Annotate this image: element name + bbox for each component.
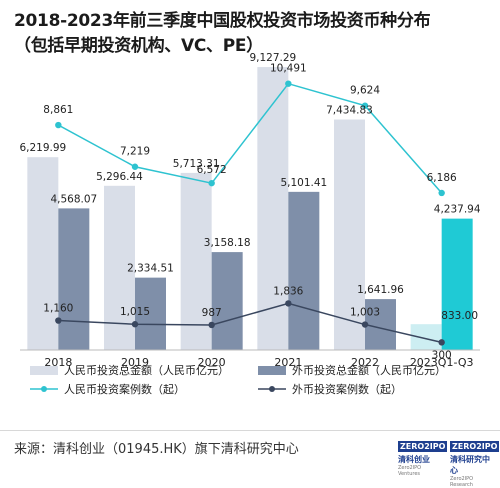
label-usd-amount-2021: 5,101.41 [280,177,327,189]
usd-cases-point-2023Q1-Q3 [438,339,445,346]
label-layer: 6,219.99 4,568.07 5,296.44 2,334.51 5,713.31… [19,52,480,361]
bar-rmb-amount-2020 [180,172,212,350]
bar-usd-amount-2019 [135,277,166,350]
bar-rmb-amount-2022 [334,119,365,351]
legend-label-3: 外币投资案例数（起） [292,382,402,396]
usd-cases-point-2021 [285,300,292,307]
label-rmb-amount-2022: 7,434.83 [326,105,373,117]
bar-usd-amount-2020 [211,252,243,350]
label-usd-amount-2018: 4,568.07 [50,193,97,205]
rmb-cases-point-2019 [131,163,139,170]
chart: 6,219.99 4,568.07 5,296.44 2,334.51 5,713.31… [19,52,480,396]
source-note: 来源：清科创业（01945.HK）旗下清科研究中心 [14,442,299,457]
usd-cases-point-2018 [55,317,62,324]
usd-cases-point-2019 [131,321,139,328]
x-tick-label-2021: 2021 [274,356,302,369]
legend-label-0: 人民币投资总金额（人民币亿元） [64,363,229,377]
legend-swatch-dot-2 [41,386,47,392]
bar-usd-amount-2018 [58,208,90,350]
chart-title-line1: 2018-2023年前三季度中国股权投资市场投资币种分布 [14,11,431,31]
rmb-cases-label-2020: 6,572 [197,164,227,176]
usd-cases-label-2020: 987 [202,307,222,319]
legend-swatch-1 [258,366,286,375]
x-tick-label-2020: 2020 [198,356,226,369]
zero2ipo-ventures-logo: ZERO2IPO 清科创业 Zero2IPO Ventures [398,441,448,477]
rmb-cases-label-2022: 9,624 [350,85,380,97]
rmb-cases-label-2023Q1-Q3: 6,186 [427,172,457,184]
rmb-cases-line [57,82,443,194]
label-rmb-amount-2023Q1-Q3: 833.00 [441,310,478,322]
usd-cases-label-2022: 1,003 [350,307,380,319]
zero2ipo-research-logo: ZERO2IPO 清科研究中心 Zero2IPO Research [450,441,500,488]
bar-rmb-amount-2023Q1-Q3 [410,324,442,350]
bar-usd-amount-2022 [365,299,396,350]
x-tick-label-2018: 2018 [44,356,72,369]
bar-usd-amount-2023Q1-Q3 [441,218,473,350]
label-rmb-amount-2019: 5,296.44 [96,171,143,183]
usd-cases-label-2018: 1,160 [43,303,73,315]
label-usd-amount-2020: 3,158.18 [204,237,251,249]
rmb-cases-point-2022 [361,102,369,109]
rmb-cases-label-2021: 10,491 [270,63,307,75]
bar-rmb-amount-2018 [27,157,59,350]
legend-swatch-0 [30,366,58,375]
usd-cases-label-2021: 1,836 [273,285,303,297]
legend-swatch-dot-3 [269,386,275,392]
legend-label-2: 人民币投资案例数（起） [64,382,185,396]
rmb-cases-point-2018 [55,121,62,129]
rmb-cases-point-2021 [285,80,292,87]
label-rmb-amount-2021: 9,127.29 [249,52,296,64]
rmb-cases-label-2019: 7,219 [120,146,150,158]
legend: 人民币投资总金额（人民币亿元） 外币投资总金额（人民币亿元） 人民币投资案例数（起）… [30,363,446,396]
label-rmb-amount-2018: 6,219.99 [19,142,66,154]
bar-usd-amount-2021 [288,191,320,350]
rmb-cases-point-2020 [208,179,215,187]
chart-title-line2: （包括早期投资机构、VC、PE） [14,36,263,56]
usd-cases-point-2022 [361,321,369,328]
label-usd-amount-2022: 1,641.96 [357,284,404,296]
x-tick-label-2019: 2019 [121,356,149,369]
legend-label-1: 外币投资总金额（人民币亿元） [292,363,446,377]
x-tick-label-2022: 2022 [351,356,379,369]
x-tick-label-2023Q1-Q3: 2023Q1-Q3 [410,356,474,369]
usd-cases-line [58,302,442,344]
label-usd-amount-2019: 2,334.51 [127,263,174,275]
rmb-cases-label-2018: 8,861 [43,104,73,116]
label-usd-amount-2023Q1-Q3: 4,237.94 [434,204,481,216]
rmb-cases-point-2023Q1-Q3 [438,189,445,197]
usd-cases-label-2019: 1,015 [120,306,150,318]
bar-rmb-amount-2021 [257,67,289,350]
x-axis: 2018 2019 2020 2021 2022 2023Q1-Q3 [20,349,480,369]
usd-cases-label-2023Q1-Q3: 300 [432,349,452,361]
usd-cases-point-2020 [208,321,215,329]
line-layer [55,80,445,346]
label-rmb-amount-2020: 5,713.31 [173,158,220,170]
footer-divider [0,430,500,431]
bar-layer [27,67,473,351]
